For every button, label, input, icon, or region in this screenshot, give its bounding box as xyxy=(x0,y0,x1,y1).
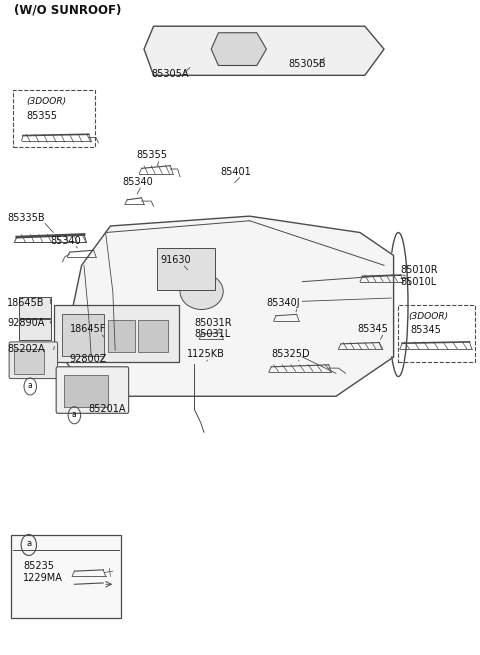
Text: 85325D: 85325D xyxy=(271,349,310,359)
Text: (W/O SUNROOF): (W/O SUNROOF) xyxy=(14,3,122,16)
FancyBboxPatch shape xyxy=(157,248,215,290)
FancyBboxPatch shape xyxy=(14,349,44,374)
Text: 92890A: 92890A xyxy=(7,318,45,328)
Text: 1125KB: 1125KB xyxy=(187,349,225,359)
Text: 85201A: 85201A xyxy=(89,404,126,414)
Text: 92800Z: 92800Z xyxy=(70,354,107,364)
Text: 91630: 91630 xyxy=(161,255,192,265)
Text: 18645F: 18645F xyxy=(70,324,106,334)
Text: (3DOOR): (3DOOR) xyxy=(26,97,67,106)
Text: 85340: 85340 xyxy=(122,177,153,187)
FancyBboxPatch shape xyxy=(19,319,51,340)
Text: 85031L: 85031L xyxy=(194,329,231,339)
Text: 85305B: 85305B xyxy=(288,59,325,69)
Text: 18645B: 18645B xyxy=(7,298,45,308)
FancyBboxPatch shape xyxy=(56,367,129,413)
Text: 85345: 85345 xyxy=(358,324,388,334)
FancyBboxPatch shape xyxy=(11,535,121,618)
Polygon shape xyxy=(144,26,384,75)
FancyBboxPatch shape xyxy=(9,342,58,379)
FancyBboxPatch shape xyxy=(108,320,135,352)
FancyBboxPatch shape xyxy=(64,375,108,407)
Text: 85355: 85355 xyxy=(137,151,168,160)
Text: 85345: 85345 xyxy=(410,326,441,335)
Text: 85355: 85355 xyxy=(26,111,58,121)
Text: 85340: 85340 xyxy=(50,236,81,246)
Text: 85235: 85235 xyxy=(23,561,54,571)
FancyBboxPatch shape xyxy=(54,305,179,362)
Text: 85401: 85401 xyxy=(221,167,252,177)
Text: a: a xyxy=(72,410,77,419)
Text: (3DOOR): (3DOOR) xyxy=(408,312,448,321)
Text: 85335B: 85335B xyxy=(7,213,45,223)
Text: 85340J: 85340J xyxy=(266,298,300,308)
Text: 85010R: 85010R xyxy=(401,265,438,275)
Ellipse shape xyxy=(180,274,223,309)
Text: 85031R: 85031R xyxy=(194,318,232,328)
Polygon shape xyxy=(62,216,394,396)
Polygon shape xyxy=(211,33,266,66)
Text: 85305A: 85305A xyxy=(151,69,189,79)
Text: a: a xyxy=(26,539,32,548)
Text: a: a xyxy=(28,381,33,390)
Text: 85202A: 85202A xyxy=(7,344,45,354)
FancyBboxPatch shape xyxy=(138,320,168,352)
FancyBboxPatch shape xyxy=(62,314,104,356)
Text: 85010L: 85010L xyxy=(401,277,437,287)
FancyBboxPatch shape xyxy=(19,297,51,318)
Text: 1229MA: 1229MA xyxy=(23,573,63,583)
